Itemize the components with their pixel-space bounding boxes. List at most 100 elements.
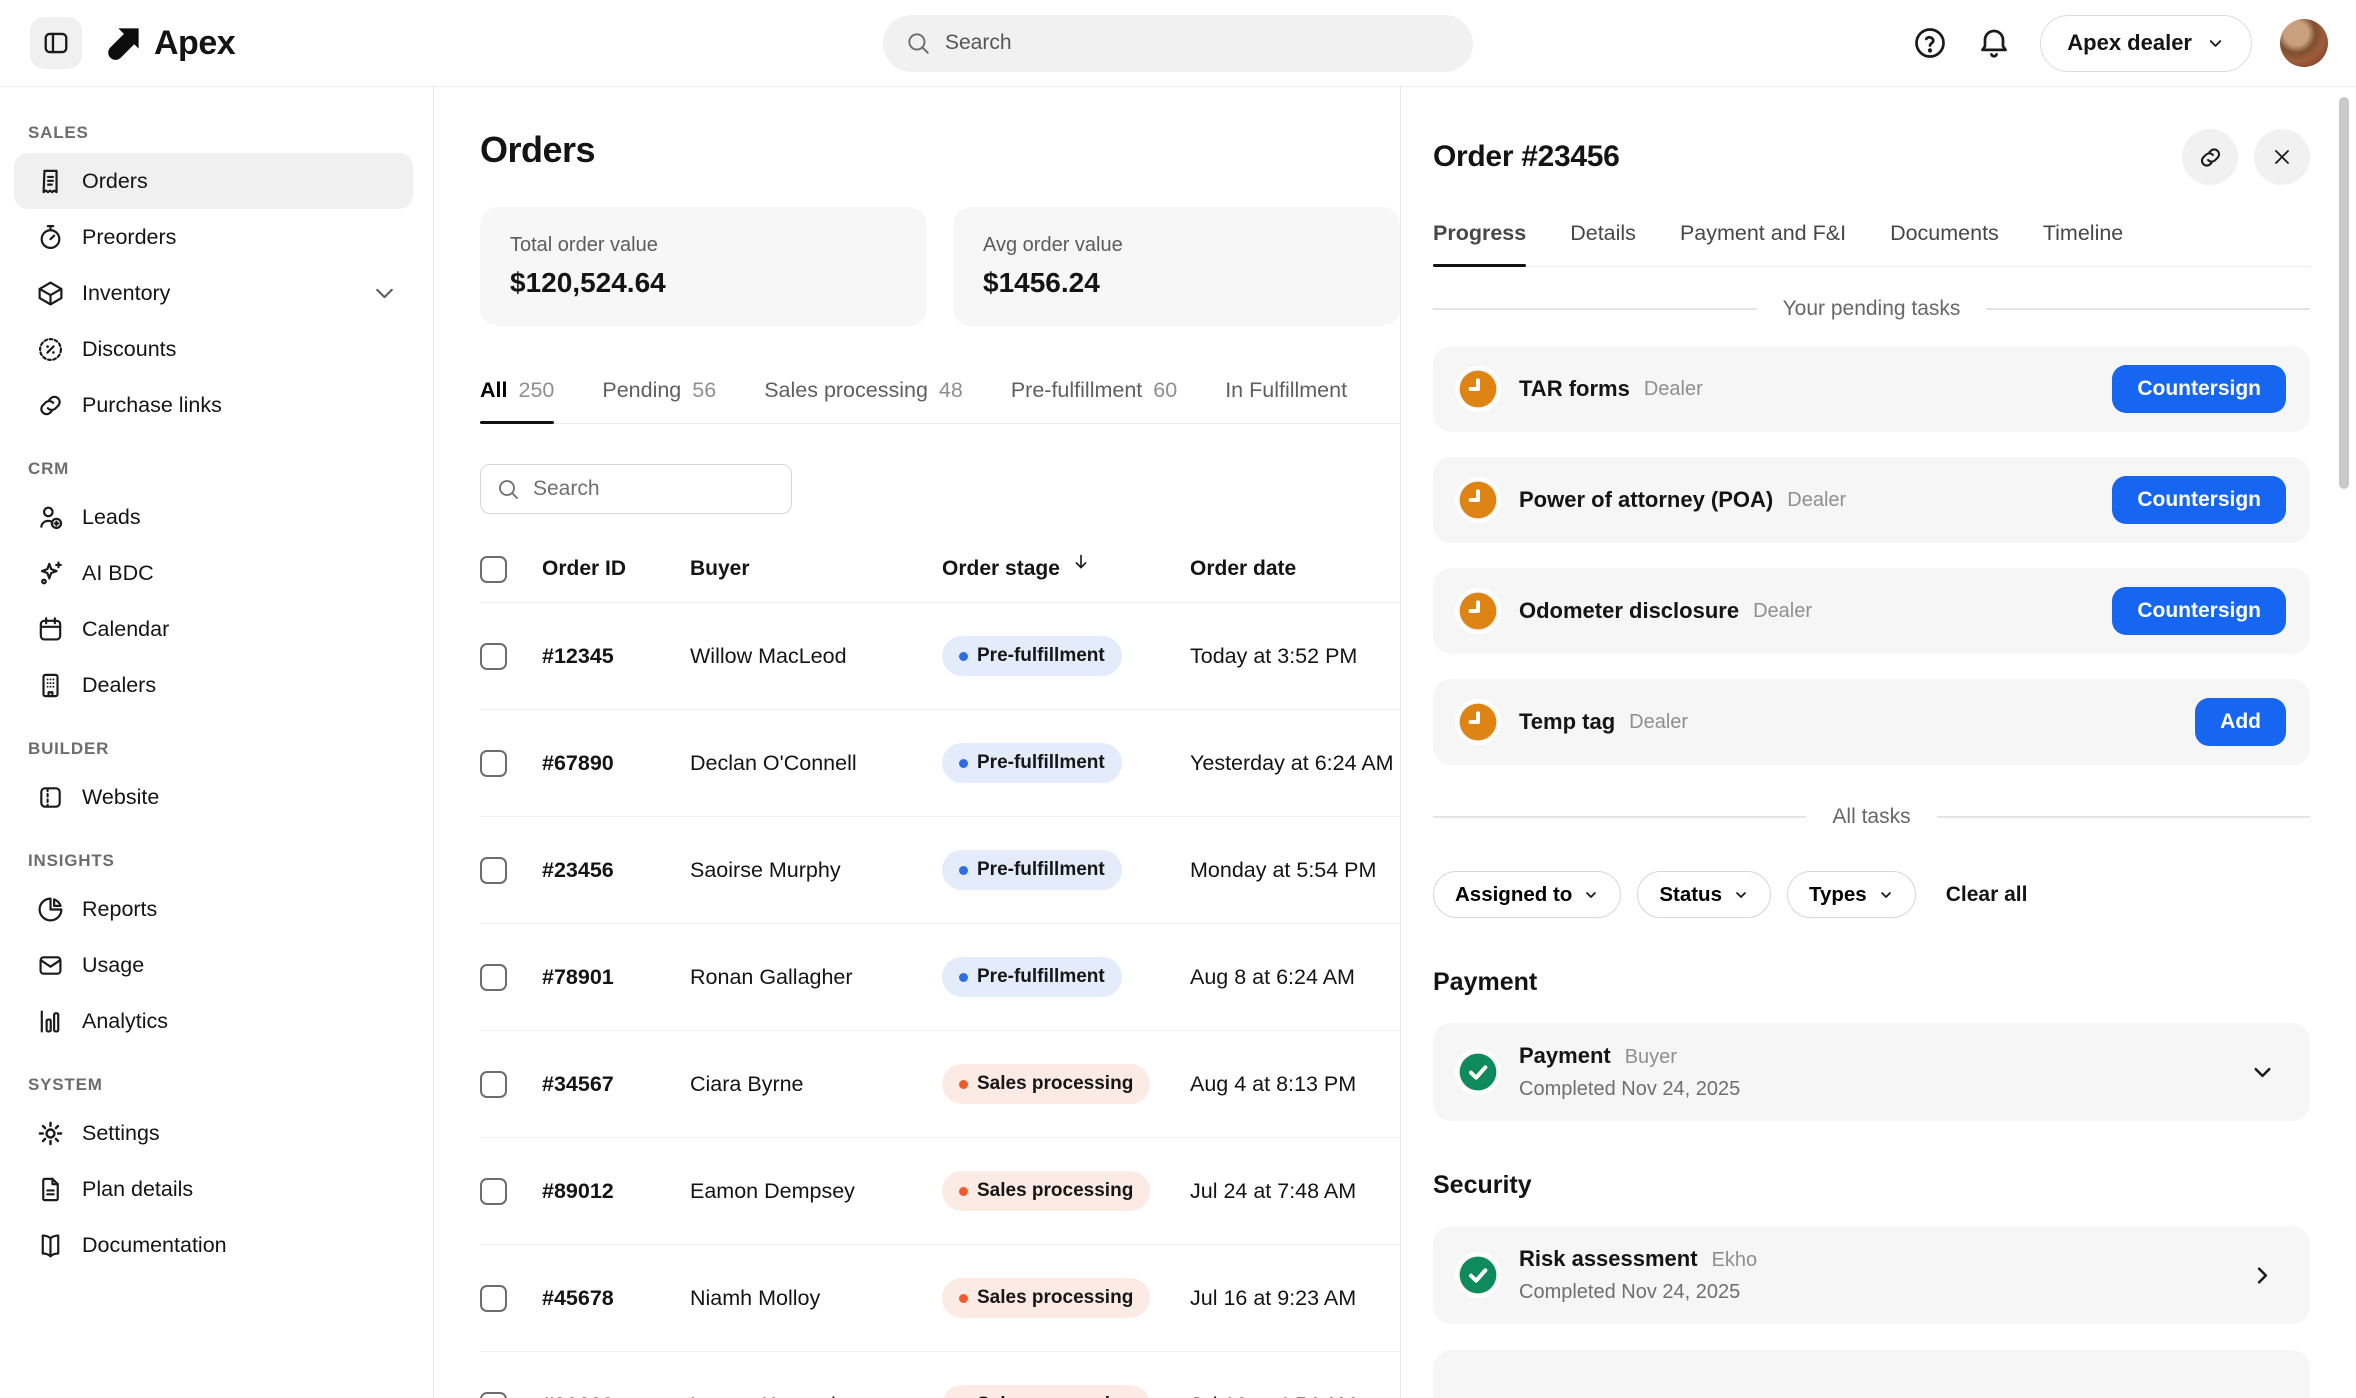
order-date: Jul 16 at 4:54 AM bbox=[1190, 1393, 1400, 1398]
sidebar-item-analytics[interactable]: Analytics bbox=[14, 993, 413, 1049]
sidebar-item-leads[interactable]: Leads bbox=[14, 489, 413, 545]
row-checkbox[interactable] bbox=[480, 1284, 507, 1312]
table-header: Order ID Buyer Order stage Order date bbox=[480, 536, 1400, 602]
tab-count: 60 bbox=[1153, 378, 1178, 402]
panel-title: Order #23456 bbox=[1433, 140, 1620, 173]
tab-in-fulfillment[interactable]: In Fulfillment bbox=[1225, 378, 1358, 423]
workspace-switcher[interactable]: Apex dealer bbox=[2040, 14, 2252, 72]
row-checkbox[interactable] bbox=[480, 963, 507, 991]
stage-dot bbox=[959, 758, 968, 768]
add-button[interactable]: Add bbox=[2195, 698, 2286, 746]
tab-timeline[interactable]: Timeline bbox=[2043, 221, 2123, 266]
card-status: Completed Nov 24, 2025 bbox=[1519, 1281, 1741, 1303]
chevron-right-icon[interactable] bbox=[2249, 1262, 2276, 1289]
table-row[interactable]: #12345 Willow MacLeod Pre-fulfillment To… bbox=[480, 602, 1400, 709]
tab-documents[interactable]: Documents bbox=[1890, 221, 1999, 266]
sidebar-item-inventory[interactable]: Inventory bbox=[14, 265, 413, 321]
copy-link-button[interactable] bbox=[2182, 129, 2238, 185]
sidebar-item-calendar[interactable]: Calendar bbox=[14, 601, 413, 657]
row-checkbox[interactable] bbox=[480, 642, 507, 670]
next-task-card[interactable] bbox=[1433, 1350, 2310, 1398]
chevron-down-icon bbox=[1586, 891, 1597, 898]
sidebar-item-purchase-links[interactable]: Purchase links bbox=[14, 377, 413, 433]
tab-count: 250 bbox=[518, 378, 555, 402]
stage-label: Pre-fulfillment bbox=[977, 966, 1105, 987]
sidebar-item-plan-details[interactable]: Plan details bbox=[14, 1161, 413, 1217]
tab-details[interactable]: Details bbox=[1570, 221, 1636, 266]
table-row[interactable]: #67890 Declan O'Connell Pre-fulfillment … bbox=[480, 709, 1400, 816]
tab-all[interactable]: All 250 bbox=[480, 378, 555, 424]
pending-clock-icon bbox=[1455, 588, 1501, 634]
countersign-button[interactable]: Countersign bbox=[2112, 476, 2286, 524]
order-date: Jul 16 at 9:23 AM bbox=[1190, 1285, 1357, 1310]
receipt-icon bbox=[42, 169, 58, 193]
table-row[interactable]: #90123 Lorcan Kennedy Sales processing J… bbox=[480, 1351, 1400, 1398]
filter-status[interactable]: Status bbox=[1637, 871, 1771, 918]
countersign-button[interactable]: Countersign bbox=[2112, 587, 2286, 635]
layout-icon bbox=[40, 786, 61, 808]
sidebar-item-preorders[interactable]: Preorders bbox=[14, 209, 413, 265]
table-row[interactable]: #45678 Niamh Molloy Sales processing Jul… bbox=[480, 1244, 1400, 1351]
filter-label: Assigned to bbox=[1455, 882, 1573, 906]
mail-icon bbox=[39, 955, 62, 975]
tab-payment-fi[interactable]: Payment and F&I bbox=[1680, 221, 1846, 266]
tab-pending[interactable]: Pending 56 bbox=[602, 378, 716, 423]
row-checkbox[interactable] bbox=[480, 1177, 507, 1205]
stage-dot bbox=[959, 865, 968, 875]
column-header-buyer[interactable]: Buyer bbox=[690, 557, 750, 580]
payment-task-card[interactable]: Payment Buyer Completed Nov 24, 2025 bbox=[1433, 1023, 2310, 1121]
tab-sales-processing[interactable]: Sales processing 48 bbox=[764, 378, 963, 423]
buyer-name: Ronan Gallagher bbox=[690, 964, 853, 989]
sidebar-item-ai-bdc[interactable]: AI BDC bbox=[14, 545, 413, 601]
column-header-order-id[interactable]: Order ID bbox=[542, 557, 627, 580]
select-all-checkbox[interactable] bbox=[480, 555, 507, 583]
column-header-order-date[interactable]: Order date bbox=[1190, 557, 1297, 580]
stat-label: Total order value bbox=[510, 234, 658, 256]
sidebar-item-discounts[interactable]: Discounts bbox=[14, 321, 413, 377]
clear-all-filters[interactable]: Clear all bbox=[1945, 882, 2028, 906]
filter-types[interactable]: Types bbox=[1786, 871, 1916, 918]
orders-search-input[interactable]: Search bbox=[480, 464, 792, 514]
table-row[interactable]: #23456 Saoirse Murphy Pre-fulfillment Mo… bbox=[480, 816, 1400, 923]
global-search-input[interactable]: Search bbox=[883, 14, 1473, 72]
tab-progress[interactable]: Progress bbox=[1433, 221, 1527, 267]
sidebar-item-dealers[interactable]: Dealers bbox=[14, 657, 413, 713]
row-checkbox[interactable] bbox=[480, 856, 507, 884]
risk-assessment-card[interactable]: Risk assessment Ekho Completed Nov 24, 2… bbox=[1433, 1226, 2310, 1324]
sidebar-item-label: Reports bbox=[82, 896, 158, 921]
tab-label: Payment and F&I bbox=[1679, 221, 1847, 245]
sidebar-item-documentation[interactable]: Documentation bbox=[14, 1217, 413, 1273]
help-icon[interactable] bbox=[1912, 25, 1948, 61]
close-panel-button[interactable] bbox=[2254, 129, 2310, 185]
chevron-down-icon[interactable] bbox=[2249, 1059, 2276, 1086]
row-checkbox[interactable] bbox=[480, 749, 507, 777]
row-checkbox[interactable] bbox=[480, 1391, 507, 1398]
table-row[interactable]: #89012 Eamon Dempsey Sales processing Ju… bbox=[480, 1137, 1400, 1244]
panel-tabs: Progress Details Payment and F&I Documen… bbox=[1433, 221, 2310, 267]
user-avatar[interactable] bbox=[2280, 19, 2328, 67]
tab-pre-fulfillment[interactable]: Pre-fulfillment 60 bbox=[1011, 378, 1177, 423]
file-text-icon bbox=[42, 1177, 59, 1201]
sidebar-item-orders[interactable]: Orders bbox=[14, 153, 413, 209]
notifications-bell-icon[interactable] bbox=[1976, 25, 2012, 61]
sidebar-item-website[interactable]: Website bbox=[14, 769, 413, 825]
buyer-name: Lorcan Kennedy bbox=[690, 1393, 942, 1398]
row-checkbox[interactable] bbox=[480, 1070, 507, 1098]
countersign-button[interactable]: Countersign bbox=[2112, 365, 2286, 413]
sidebar-item-reports[interactable]: Reports bbox=[14, 881, 413, 937]
sidebar-section-system: SYSTEM bbox=[28, 1075, 103, 1094]
sidebar-item-usage[interactable]: Usage bbox=[14, 937, 413, 993]
sidebar-item-settings[interactable]: Settings bbox=[14, 1105, 413, 1161]
stage-dot bbox=[959, 1293, 968, 1303]
panel-actions bbox=[2182, 129, 2310, 185]
order-id: #23456 bbox=[542, 857, 614, 882]
column-header-order-stage[interactable]: Order stage bbox=[942, 554, 1190, 581]
table-row[interactable]: #34567 Ciara Byrne Sales processing Aug … bbox=[480, 1030, 1400, 1137]
table-row[interactable]: #78901 Ronan Gallagher Pre-fulfillment A… bbox=[480, 923, 1400, 1030]
brand-logo[interactable]: Apex bbox=[106, 24, 236, 63]
order-date: Aug 8 at 6:24 AM bbox=[1190, 964, 1355, 989]
stage-dot bbox=[959, 1186, 968, 1196]
sidebar-toggle-button[interactable] bbox=[30, 17, 82, 69]
filter-assigned-to[interactable]: Assigned to bbox=[1433, 871, 1622, 918]
panel-scrollbar[interactable] bbox=[2339, 97, 2349, 489]
